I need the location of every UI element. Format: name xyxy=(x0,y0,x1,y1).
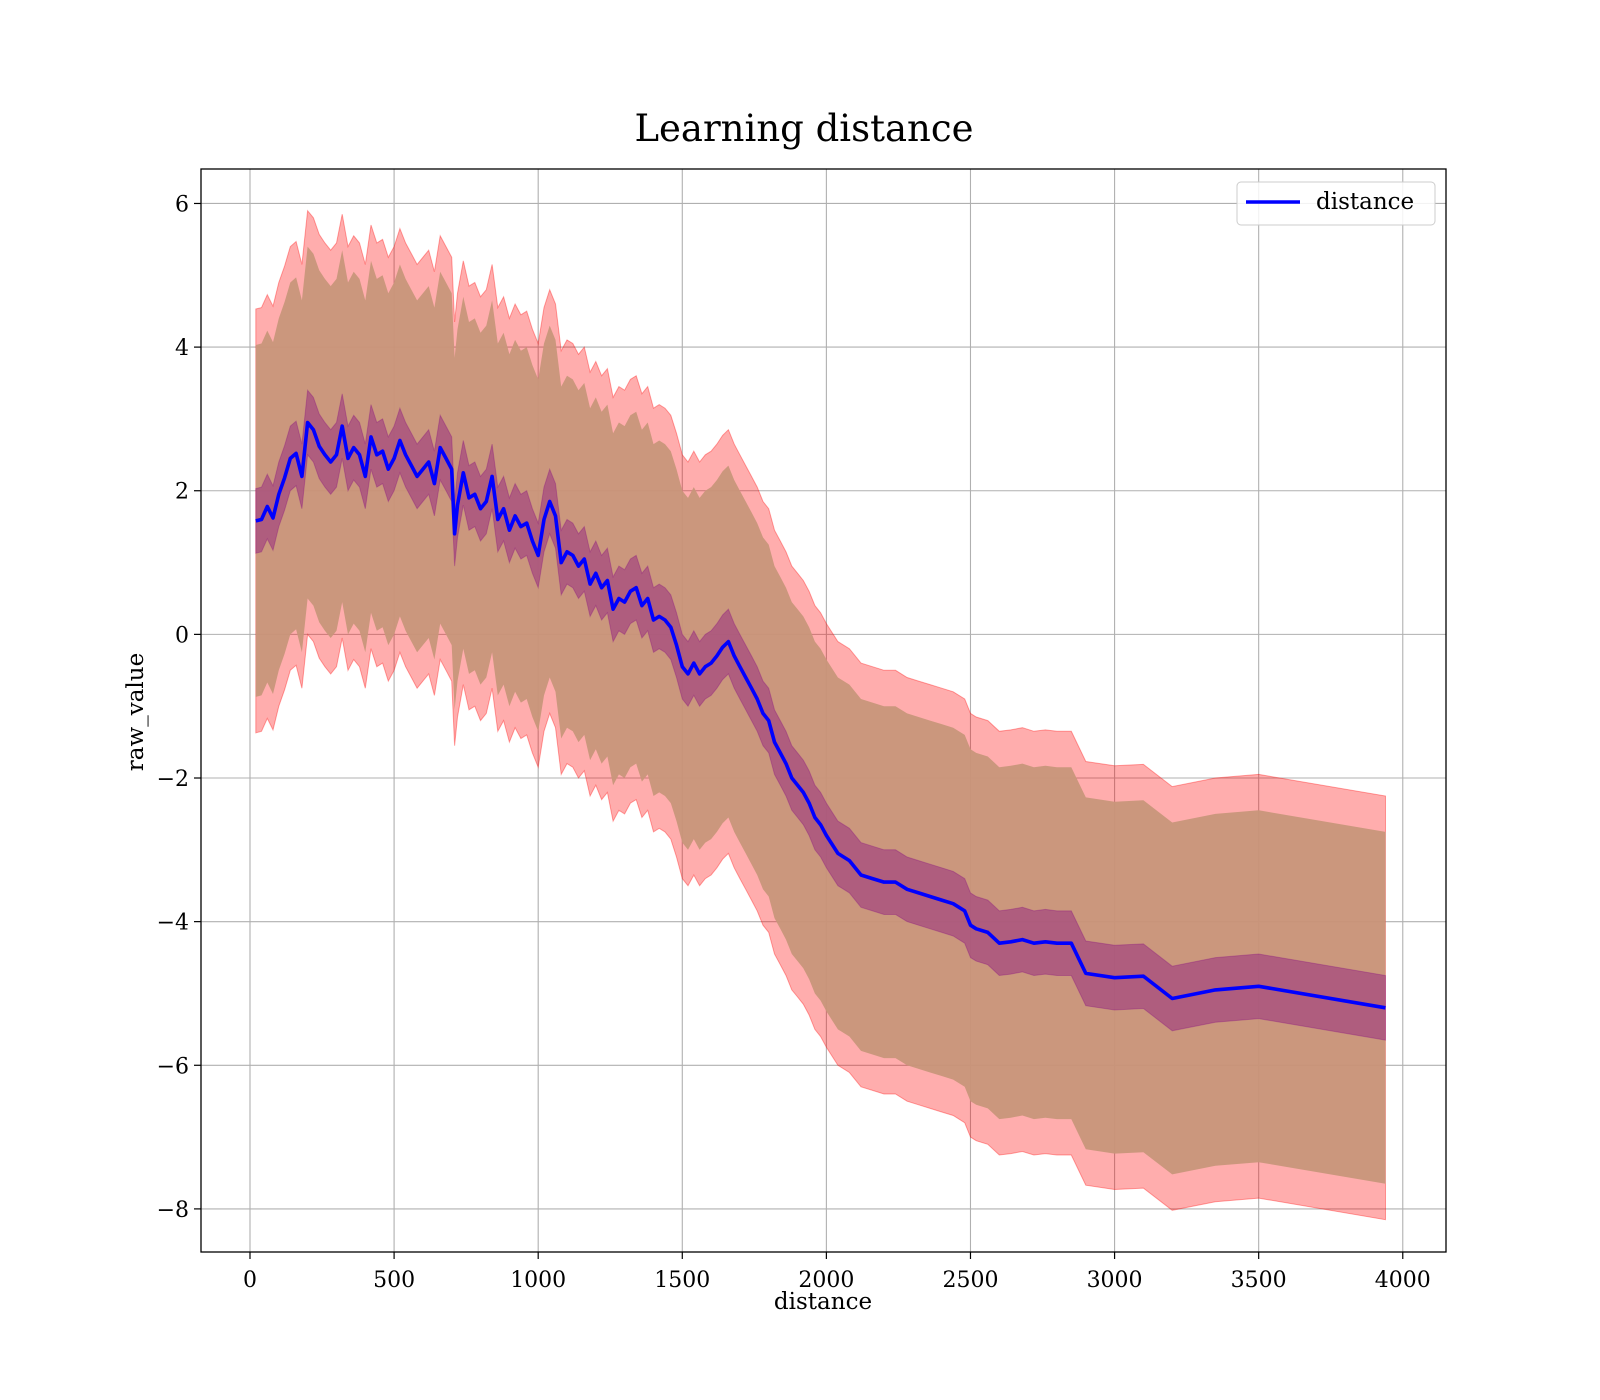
y-tick-label: −8 xyxy=(157,1198,189,1223)
y-tick-label: 4 xyxy=(175,336,189,361)
legend-box xyxy=(1236,181,1436,226)
x-tick-label: 1500 xyxy=(654,1268,710,1293)
confidence-bands xyxy=(255,209,1386,1221)
y-axis-label: raw_value xyxy=(123,653,149,771)
legend: distance xyxy=(1236,181,1436,226)
y-tick-label: 0 xyxy=(175,623,189,648)
y-tick-label: −2 xyxy=(157,767,189,792)
x-tick-label: 3500 xyxy=(1231,1268,1287,1293)
series-lines xyxy=(255,420,1386,1010)
plot-frame xyxy=(200,168,1447,1253)
y-tick-label: −6 xyxy=(157,1054,189,1079)
x-tick-label: 0 xyxy=(243,1268,257,1293)
x-tick-label: 3000 xyxy=(1087,1268,1143,1293)
y-tick-label: 2 xyxy=(175,480,189,505)
chart-title: Learning distance xyxy=(634,107,973,150)
axis-ticks: 0 500 1000 1500 2000 2500 3000 3500 4000 −8 −6 −4 −2… xyxy=(157,192,1431,1293)
x-axis-label: distance xyxy=(774,1289,872,1315)
legend-entry-distance: distance xyxy=(1316,189,1414,215)
x-tick-label: 2000 xyxy=(798,1268,854,1293)
x-tick-label: 2500 xyxy=(942,1268,998,1293)
y-tick-label: −4 xyxy=(157,911,189,936)
series-line-distance xyxy=(255,420,1386,1010)
x-tick-label: 500 xyxy=(373,1268,415,1293)
y-tick-label: 6 xyxy=(175,192,189,217)
x-tick-label: 4000 xyxy=(1375,1268,1431,1293)
x-tick-label: 1000 xyxy=(510,1268,566,1293)
outer-band xyxy=(255,246,1386,1184)
